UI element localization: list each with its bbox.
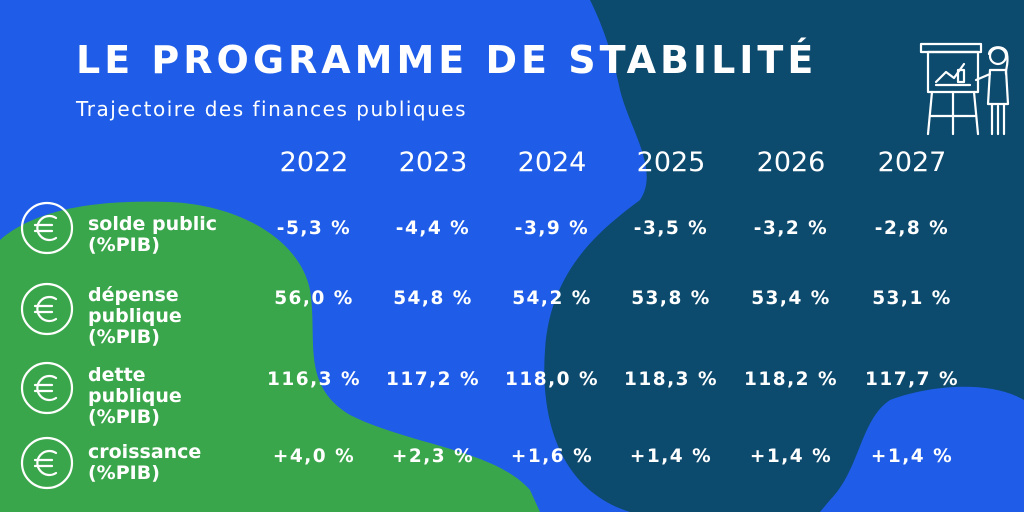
value-cell: 117,7 % (865, 369, 959, 390)
row-label-line: publique (88, 305, 182, 327)
year-header: 2024 (517, 147, 587, 178)
green-blob (0, 201, 540, 512)
value-cell: 54,8 % (393, 288, 473, 309)
page-title: LE PROGRAMME DE STABILITÉ (76, 38, 818, 82)
navy-blob (544, 0, 1024, 512)
value-cell: -3,2 % (753, 218, 829, 239)
row-label-line: (%PIB) (88, 462, 160, 484)
value-cell: 116,3 % (267, 369, 361, 390)
row-label-line: (%PIB) (88, 234, 160, 256)
page-subtitle: Trajectoire des finances publiques (76, 97, 468, 121)
euro-icon (20, 282, 74, 336)
value-cell: 53,8 % (631, 288, 711, 309)
value-cell: +4,0 % (272, 446, 356, 467)
year-header: 2026 (756, 147, 826, 178)
value-cell: 118,3 % (624, 369, 718, 390)
row-label-line: (%PIB) (88, 406, 160, 428)
value-cell: +1,4 % (749, 446, 833, 467)
value-cell: 53,4 % (751, 288, 831, 309)
euro-icon (20, 201, 74, 255)
row-label: solde public (%PIB) (88, 214, 217, 256)
row-label-line: publique (88, 385, 182, 407)
row-label-line: croissance (88, 441, 202, 463)
year-header: 2022 (279, 147, 349, 178)
value-cell: -3,9 % (514, 218, 590, 239)
year-header: 2023 (398, 147, 468, 178)
year-header: 2025 (636, 147, 706, 178)
row-label-line: dépense (88, 284, 179, 306)
row-label-line: (%PIB) (88, 326, 160, 348)
value-cell: -5,3 % (276, 218, 352, 239)
value-cell: 117,2 % (386, 369, 480, 390)
value-cell: 54,2 % (512, 288, 592, 309)
row-label: dette publique (%PIB) (88, 365, 182, 428)
row-label-line: solde public (88, 213, 217, 235)
year-header: 2027 (877, 147, 947, 178)
value-cell: +1,6 % (510, 446, 594, 467)
value-cell: +1,4 % (629, 446, 713, 467)
value-cell: 56,0 % (274, 288, 354, 309)
value-cell: +1,4 % (870, 446, 954, 467)
presenter-board-icon (919, 42, 1010, 136)
row-label: dépense publique (%PIB) (88, 285, 182, 348)
value-cell: -2,8 % (874, 218, 950, 239)
value-cell: +2,3 % (391, 446, 475, 467)
value-cell: 118,2 % (744, 369, 838, 390)
value-cell: -4,4 % (395, 218, 471, 239)
row-label: croissance (%PIB) (88, 442, 201, 484)
value-cell: -3,5 % (633, 218, 709, 239)
value-cell: 118,0 % (505, 369, 599, 390)
euro-icon (20, 436, 74, 490)
row-label-line: dette (88, 364, 146, 386)
value-cell: 53,1 % (872, 288, 952, 309)
euro-icon (20, 361, 74, 415)
